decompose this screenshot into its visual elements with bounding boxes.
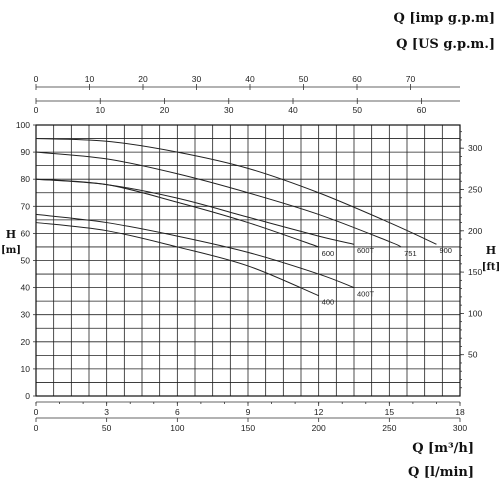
x-tick-label-us-gpm: 10: [85, 74, 95, 84]
x-tick-label-us-gpm: 40: [245, 74, 255, 84]
curve-label-400T: 400T: [357, 290, 375, 299]
x-tick-label-us-gpm: 30: [192, 74, 202, 84]
y-tick-label: 90: [21, 147, 31, 157]
x-tick-label-lmin: 100: [170, 423, 184, 433]
curve-label-751: 751: [404, 249, 417, 258]
y2-tick-label: 50: [468, 350, 478, 360]
y-tick-label: 0: [25, 391, 30, 401]
x-tick-label-imp-gpm: 50: [353, 105, 363, 115]
y-tick-label: 50: [21, 256, 31, 266]
x-tick-label-imp-gpm: 20: [160, 105, 170, 115]
x-tick-label-imp-gpm: 60: [417, 105, 427, 115]
x-tick-label-m3h: 15: [385, 407, 395, 417]
y2-tick-label: 250: [468, 184, 482, 194]
x-tick-label-lmin: 150: [241, 423, 255, 433]
x-tick-label-us-gpm: 70: [406, 74, 416, 84]
plot-grid: [35, 124, 461, 397]
x-tick-label-us-gpm: 0: [34, 74, 39, 84]
left-axis-label-unit: [m]: [1, 245, 21, 256]
y-tick-label: 10: [21, 364, 31, 374]
y-tick-label: 20: [21, 337, 31, 347]
curve-label-900: 900: [439, 246, 452, 255]
curve-751: [35, 151, 402, 248]
title-us-gpm: Q [US g.p.m.]: [396, 37, 495, 52]
curve-400T: [35, 213, 355, 289]
x-tick-label-m3h: 18: [455, 407, 465, 417]
curve-400: [35, 222, 319, 297]
curve-labels: 900 751 600T 600 400T 400: [322, 246, 452, 306]
axes: 0102030405060708090100501001502002503000…: [16, 74, 483, 433]
x-tick-label-imp-gpm: 30: [224, 105, 234, 115]
xlabel-m3h: Q [m³/h]: [412, 441, 474, 456]
x-tick-label-us-gpm: 50: [299, 74, 309, 84]
y-tick-label: 30: [21, 310, 31, 320]
curve-label-400: 400: [322, 298, 335, 307]
y2-tick-label: 300: [468, 143, 482, 153]
x-tick-label-lmin: 0: [34, 423, 39, 433]
x-tick-label-imp-gpm: 40: [288, 105, 298, 115]
x-tick-label-m3h: 0: [34, 407, 39, 417]
x-tick-label-us-gpm: 20: [138, 74, 148, 84]
left-axis-label-h: H: [6, 228, 16, 241]
curve-900: [35, 138, 437, 245]
y-tick-label: 40: [21, 283, 31, 293]
y2-tick-label: 150: [468, 267, 482, 277]
title-imp-gpm: Q [imp g.p.m]: [394, 11, 495, 26]
x-tick-label-imp-gpm: 10: [96, 105, 106, 115]
curves: [35, 138, 437, 297]
x-tick-label-m3h: 3: [104, 407, 109, 417]
x-tick-label-m3h: 12: [314, 407, 324, 417]
x-tick-label-m3h: 6: [175, 407, 180, 417]
x-tick-label-lmin: 250: [382, 423, 396, 433]
right-axis-label-unit: [ft]: [482, 262, 500, 273]
y2-tick-label: 200: [468, 226, 482, 236]
y-tick-label: 100: [16, 120, 30, 130]
x-tick-label-m3h: 9: [246, 407, 251, 417]
curve-label-600T: 600T: [357, 246, 375, 255]
right-axis-label-h: H: [486, 244, 496, 257]
y-tick-label: 80: [21, 174, 31, 184]
x-tick-label-lmin: 50: [102, 423, 112, 433]
x-tick-label-imp-gpm: 0: [34, 105, 39, 115]
y-tick-label: 60: [21, 228, 31, 238]
curve-label-600: 600: [322, 249, 335, 258]
xlabel-lmin: Q [l/min]: [408, 465, 474, 480]
y2-tick-label: 100: [468, 308, 482, 318]
curve-600: [35, 178, 319, 248]
x-tick-label-lmin: 200: [312, 423, 326, 433]
x-tick-label-lmin: 300: [453, 423, 467, 433]
x-tick-label-us-gpm: 60: [352, 74, 362, 84]
y-tick-label: 70: [21, 201, 31, 211]
